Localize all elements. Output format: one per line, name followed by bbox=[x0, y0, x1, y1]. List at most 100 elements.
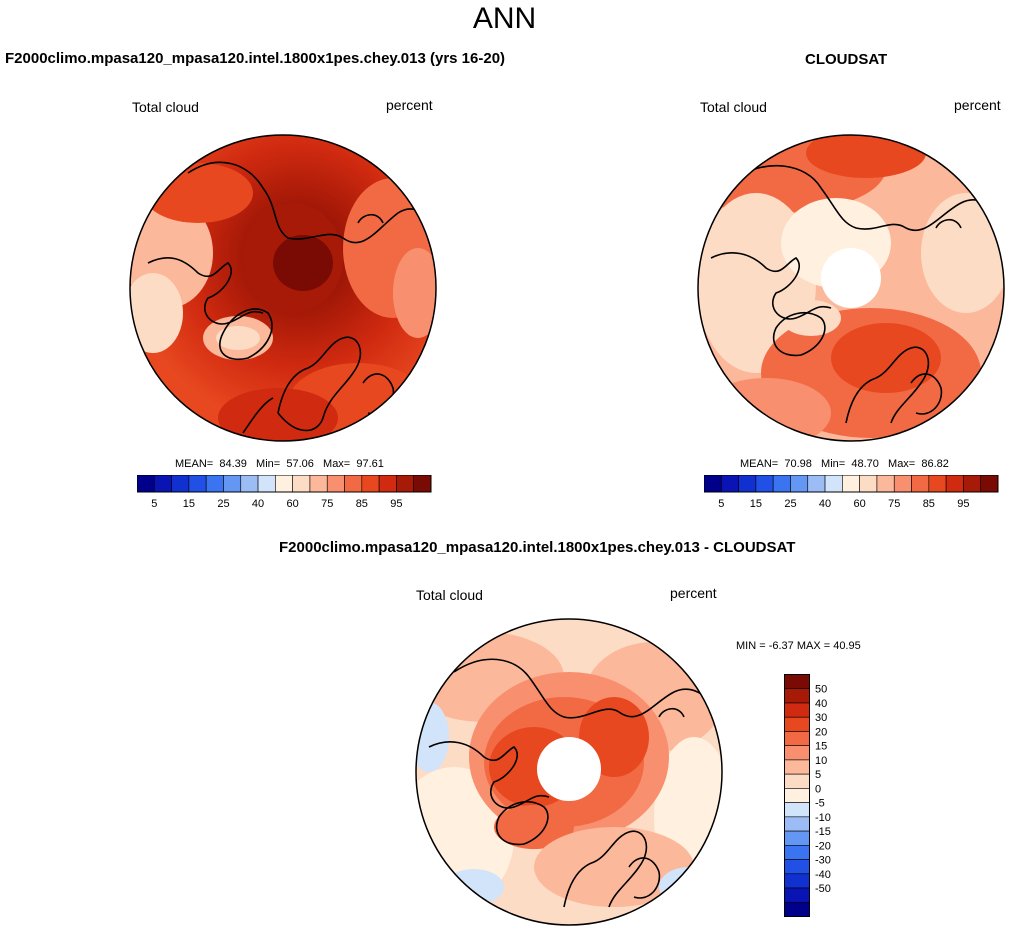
panel-1-polar-map bbox=[129, 134, 437, 442]
panel-2-stats: MEAN= 70.98 Min= 48.70 Max= 86.82 bbox=[740, 458, 949, 470]
panel-2-colorbar-swatch bbox=[738, 475, 757, 493]
panel-2-polar-map bbox=[697, 134, 1005, 442]
panel-2-colorbar-swatch bbox=[842, 475, 860, 493]
panel-3-colorbar-tick-label: 5 bbox=[815, 769, 821, 781]
panel-1-colorbar-tick-label: 15 bbox=[183, 498, 195, 510]
panel-1-colorbar-swatch bbox=[240, 475, 259, 493]
panel-3-colorbar-swatch bbox=[784, 702, 810, 718]
panel-3-colorbar-tick-label: -5 bbox=[815, 798, 825, 810]
panel-3-colorbar-tick-label: 20 bbox=[815, 726, 827, 738]
panel-3-colorbar-swatch bbox=[784, 802, 810, 818]
panel-1-colorbar-swatch bbox=[361, 475, 380, 493]
panel-3-colorbar-swatch bbox=[784, 688, 810, 704]
panel-2-colorbar-swatch bbox=[790, 475, 809, 493]
panel-3-colorbar-swatch bbox=[784, 773, 810, 789]
panel-1-variable-label: Total cloud bbox=[132, 99, 199, 115]
panel-2-colorbar-tick-label: 85 bbox=[923, 498, 935, 510]
panel-3-colorbar-tick-label: 0 bbox=[815, 783, 821, 795]
panel-1-colorbar-tick-label: 95 bbox=[390, 498, 402, 510]
panel-2-colorbar-swatch bbox=[824, 475, 843, 493]
panel-3-colorbar-tick-label: 40 bbox=[815, 698, 827, 710]
panel-3-colorbar-swatch bbox=[784, 731, 810, 746]
panel-3-colorbar-swatch bbox=[784, 716, 810, 732]
panel-2-colorbar-tick-label: 95 bbox=[957, 498, 969, 510]
panel-3-title: F2000climo.mpasa120_mpasa120.intel.1800x… bbox=[279, 539, 796, 556]
panel-1-colorbar-swatch bbox=[137, 475, 155, 493]
panel-2-variable-label: Total cloud bbox=[700, 99, 767, 115]
panel-1-colorbar-swatch bbox=[153, 475, 172, 493]
panel-2-title: CLOUDSAT bbox=[805, 51, 888, 68]
panel-3-colorbar-tick-label: -15 bbox=[815, 826, 831, 838]
panel-2-colorbar-tick-label: 75 bbox=[888, 498, 900, 510]
panel-2-colorbar: 5 15 25 40 60 75 85 95 bbox=[704, 475, 999, 510]
panel-1-stats: MEAN= 84.39 Min= 57.06 Max= 97.61 bbox=[175, 458, 384, 470]
panel-3-colorbar-tick-label: -40 bbox=[815, 869, 831, 881]
panel-3-colorbar-swatch bbox=[784, 788, 810, 803]
panel-1-colorbar-tick-label: 75 bbox=[321, 498, 333, 510]
panel-2-colorbar-swatch bbox=[980, 475, 999, 493]
panel-3-colorbar-tick-label: 30 bbox=[815, 712, 827, 724]
panel-3-colorbar-tick-label: 10 bbox=[815, 755, 827, 767]
panel-3-colorbar-swatch bbox=[784, 759, 810, 775]
panel-3-colorbar-swatch bbox=[784, 830, 810, 846]
panel-3-colorbar-tick-label: 15 bbox=[815, 741, 827, 753]
panel-3-colorbar-swatch bbox=[784, 845, 810, 860]
panel-3-units-label: percent bbox=[670, 585, 717, 601]
panel-2-colorbar-swatch bbox=[755, 475, 774, 493]
panel-1-colorbar-swatch bbox=[378, 475, 397, 493]
panel-1-colorbar-tick-label: 85 bbox=[356, 498, 368, 510]
panel-3-colorbar-tick-label: -50 bbox=[815, 883, 831, 895]
panel-1-colorbar-swatch bbox=[309, 475, 328, 493]
panel-1-title: F2000climo.mpasa120_mpasa120.intel.1800x… bbox=[5, 50, 506, 67]
panel-1-colorbar: 5 15 25 40 60 75 85 95 bbox=[137, 475, 432, 510]
panel-3-colorbar-tick-label: -30 bbox=[815, 855, 831, 867]
panel-1-colorbar-tick-label: 5 bbox=[151, 498, 157, 510]
panel-3-colorbar-swatch bbox=[784, 745, 810, 761]
panel-2-colorbar-tick-label: 15 bbox=[750, 498, 762, 510]
panel-2-colorbar-swatch bbox=[772, 475, 791, 493]
panel-2-colorbar-swatch bbox=[928, 475, 947, 493]
panel-3-colorbar-swatch bbox=[784, 674, 810, 690]
panel-2-colorbar-swatch bbox=[876, 475, 895, 493]
panel-1-colorbar-swatch bbox=[275, 475, 293, 493]
panel-2-colorbar-tick-label: 5 bbox=[718, 498, 724, 510]
panel-1-colorbar-swatch bbox=[223, 475, 242, 493]
panel-1-colorbar-swatch bbox=[257, 475, 276, 493]
panel-3-polar-map bbox=[415, 618, 723, 926]
panel-2-colorbar-tick-label: 25 bbox=[784, 498, 796, 510]
panel-1-colorbar-swatch bbox=[396, 475, 415, 493]
panel-2-colorbar-swatch bbox=[807, 475, 826, 493]
panel-3-variable-label: Total cloud bbox=[416, 587, 483, 603]
panel-1-colorbar-swatch bbox=[344, 475, 363, 493]
panel-2-colorbar-tick-label: 40 bbox=[819, 498, 831, 510]
panel-2-colorbar-swatch bbox=[859, 475, 878, 493]
panel-2-colorbar-swatch bbox=[893, 475, 912, 493]
panel-1-colorbar-swatch bbox=[171, 475, 190, 493]
panel-2-units-label: percent bbox=[954, 97, 1001, 113]
panel-1-units-label: percent bbox=[386, 97, 433, 113]
panel-1-colorbar-swatch bbox=[413, 475, 432, 493]
panel-1-colorbar-swatch bbox=[205, 475, 224, 493]
panel-2-colorbar-swatch bbox=[963, 475, 982, 493]
panel-3-stats: MIN = -6.37 MAX = 40.95 bbox=[736, 640, 861, 652]
panel-1-colorbar-swatch bbox=[292, 475, 311, 493]
panel-3-colorbar-swatch bbox=[784, 887, 810, 903]
panel-3-colorbar-swatch bbox=[784, 901, 810, 917]
panel-2-colorbar-swatch bbox=[945, 475, 964, 493]
panel-3-colorbar-swatch bbox=[784, 816, 810, 832]
panel-1-colorbar-tick-label: 60 bbox=[287, 498, 299, 510]
panel-3-colorbar-tick-label: -10 bbox=[815, 812, 831, 824]
panel-2-colorbar-swatch bbox=[911, 475, 930, 493]
panel-2-colorbar-tick-label: 60 bbox=[854, 498, 866, 510]
panel-3-colorbar-swatch bbox=[784, 873, 810, 889]
page-title: ANN bbox=[472, 2, 537, 35]
panel-1-colorbar-swatch bbox=[326, 475, 345, 493]
panel-1-colorbar-tick-label: 25 bbox=[217, 498, 229, 510]
panel-3-colorbar-swatch bbox=[784, 859, 810, 875]
panel-1-colorbar-tick-label: 40 bbox=[252, 498, 264, 510]
panel-2-colorbar-swatch bbox=[704, 475, 722, 493]
panel-3-colorbar-tick-label: -20 bbox=[815, 840, 831, 852]
panel-1-colorbar-swatch bbox=[188, 475, 207, 493]
panel-3-colorbar-tick-label: 50 bbox=[815, 684, 827, 696]
